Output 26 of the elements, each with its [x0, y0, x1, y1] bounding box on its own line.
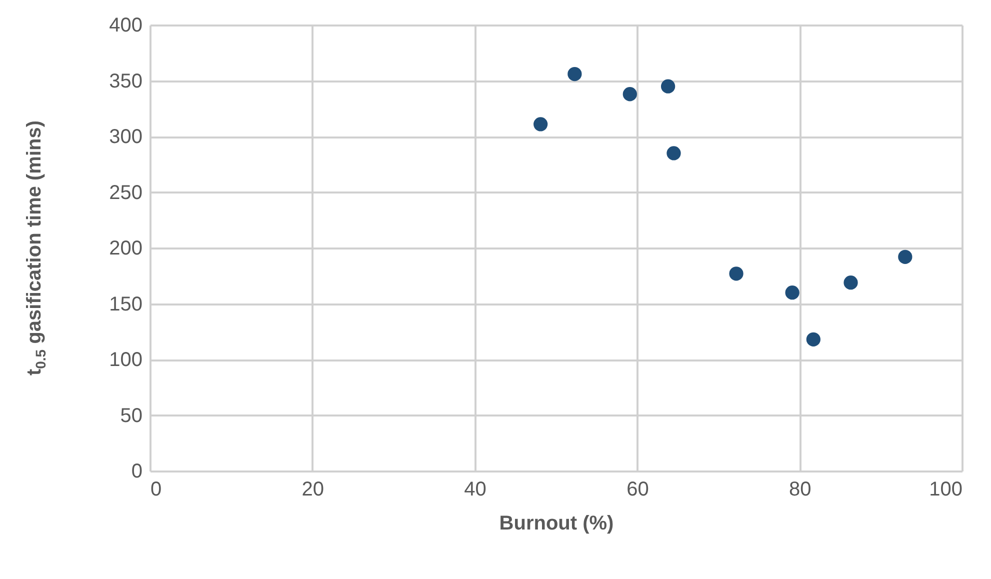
y-tick-label: 200 [109, 238, 142, 260]
x-tick-label: 0 [150, 478, 162, 500]
y-tick-label: 350 [109, 70, 142, 92]
point [666, 146, 681, 160]
x-tick-label: 100 [929, 478, 962, 500]
point [806, 332, 820, 346]
x-tick-label: 60 [626, 478, 649, 500]
x-tick-label: 20 [302, 478, 324, 500]
point [729, 266, 744, 281]
y-tick-label: 0 [131, 460, 142, 482]
point [844, 276, 858, 290]
x-tick-label: 80 [788, 478, 812, 500]
point [660, 79, 676, 94]
point [898, 250, 912, 264]
y-tick-label: 50 [120, 404, 142, 427]
point [568, 67, 582, 82]
point [785, 286, 800, 300]
x-tick-label: 40 [464, 478, 486, 500]
y-tick-label: 300 [109, 126, 142, 148]
point [622, 87, 637, 102]
y-tick-label: 250 [109, 182, 142, 204]
y-tick-label: 400 [109, 14, 142, 36]
y-tick-label: 150 [109, 293, 142, 316]
y-tick-label: 100 [109, 349, 142, 371]
x-axis-title: Burnout (%) [499, 512, 614, 534]
point [534, 117, 548, 132]
